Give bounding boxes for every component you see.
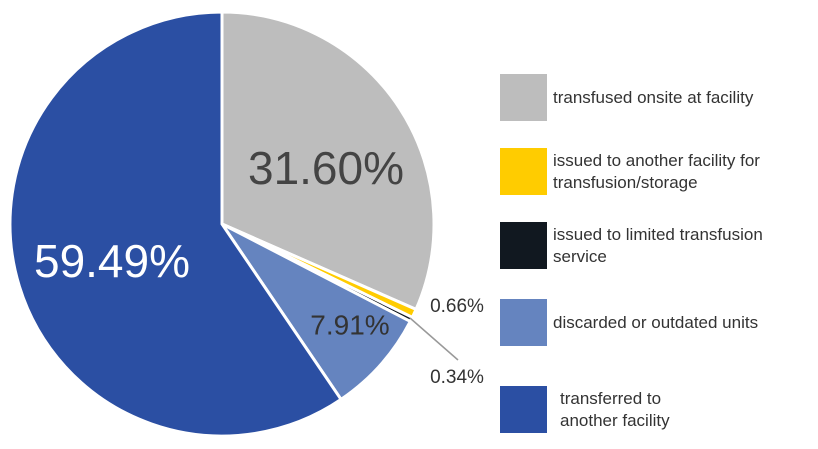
pie-slice [8,10,344,438]
leader-line [409,317,459,361]
data-label: 0.34% [430,367,484,388]
data-label: 7.91% [310,309,389,340]
legend-swatch [500,386,547,433]
legend-swatch [500,74,547,121]
legend-swatch [500,222,547,269]
pie-slice [220,10,436,312]
legend-swatch [500,299,547,346]
legend-label: issued to limited transfusion service [553,225,763,266]
legend-label: transfused onsite at facility [553,88,754,107]
pie-slice [220,222,413,402]
legend-swatch [500,148,547,195]
data-label: 59.49% [34,235,190,287]
legend-label: issued to another facility for transfusi… [553,151,760,192]
data-label: 0.66% [430,296,484,317]
data-label: 31.60% [248,142,404,194]
legend-label: transferred to another facility [560,389,670,430]
legend-label: discarded or outdated units [553,313,759,332]
